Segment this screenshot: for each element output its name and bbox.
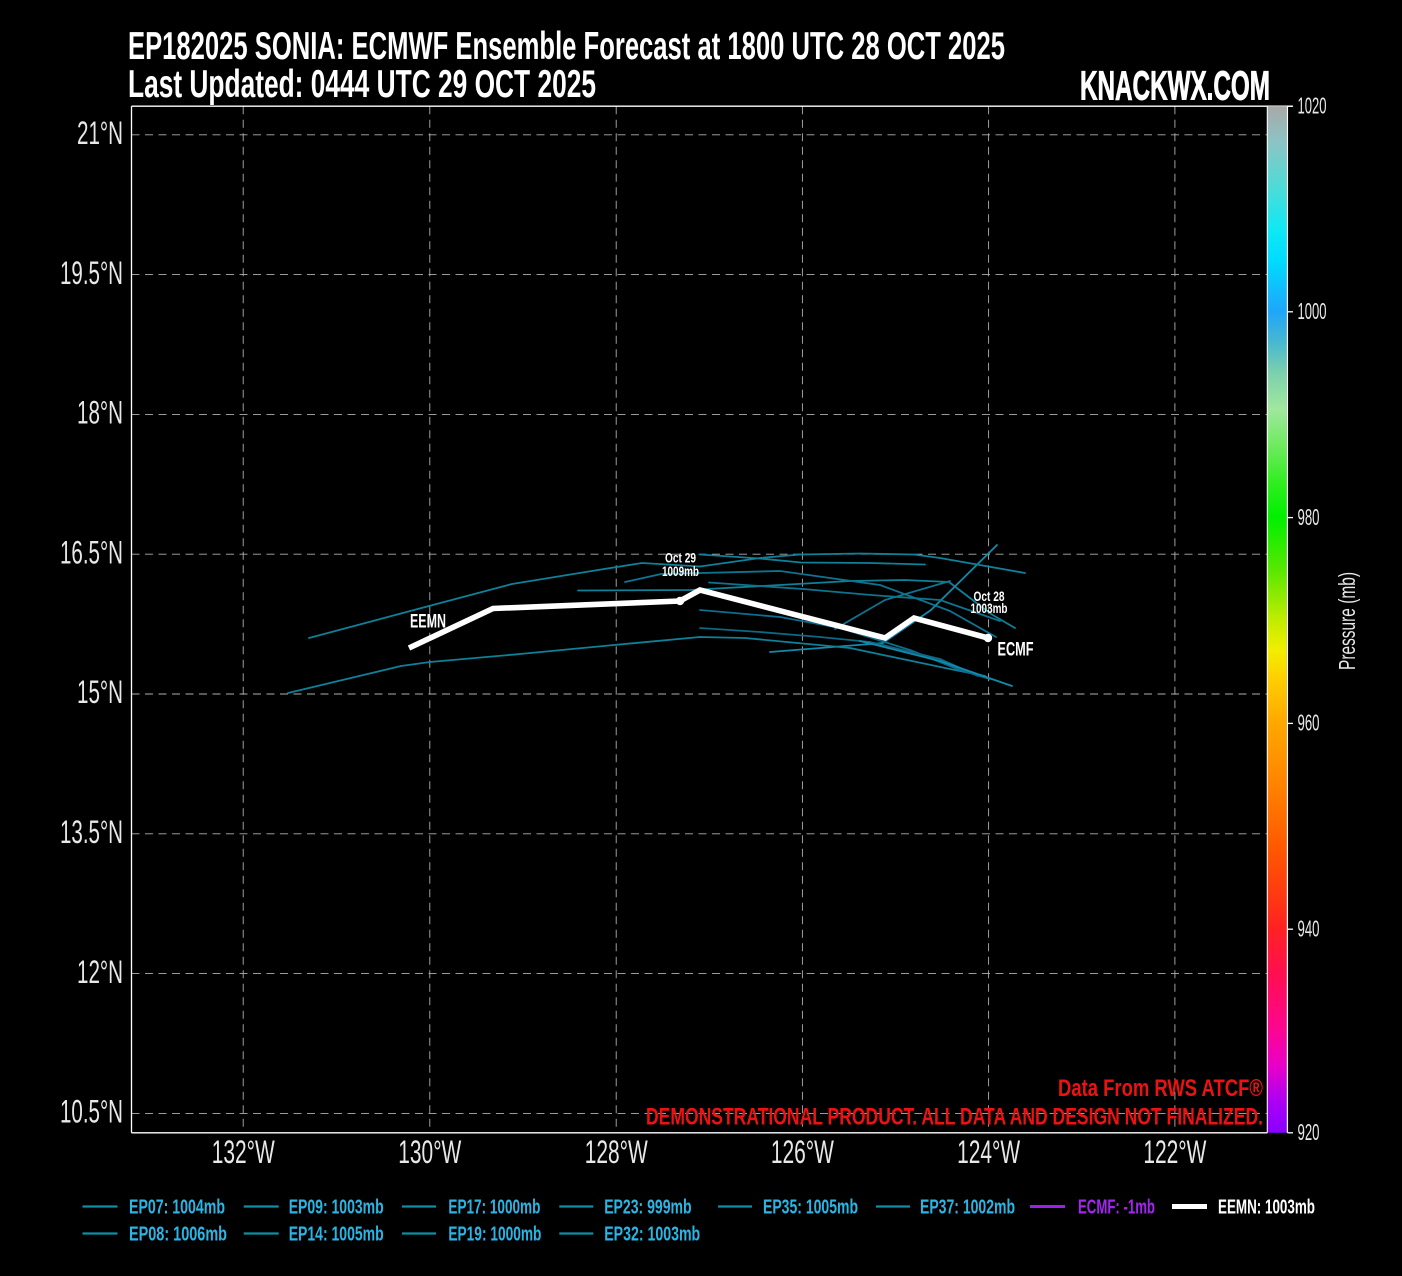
- svg-text:EP07: 1004mb: EP07: 1004mb: [129, 1197, 225, 1219]
- svg-text:122°W: 122°W: [1143, 1134, 1207, 1170]
- svg-text:940: 940: [1298, 916, 1320, 942]
- svg-text:Data From RWS ATCF®: Data From RWS ATCF®: [1058, 1075, 1263, 1102]
- svg-text:15°N: 15°N: [77, 674, 123, 710]
- svg-text:DEMONSTRATIONAL PRODUCT. ALL D: DEMONSTRATIONAL PRODUCT. ALL DATA AND DE…: [646, 1104, 1263, 1131]
- svg-text:EEMN: 1003mb: EEMN: 1003mb: [1218, 1197, 1315, 1219]
- svg-text:EP23: 999mb: EP23: 999mb: [604, 1197, 691, 1219]
- svg-text:ECMF: ECMF: [998, 640, 1034, 661]
- svg-text:EP32: 1003mb: EP32: 1003mb: [604, 1224, 700, 1246]
- svg-text:13.5°N: 13.5°N: [60, 814, 123, 850]
- svg-text:128°W: 128°W: [585, 1134, 649, 1170]
- svg-text:EP35: 1005mb: EP35: 1005mb: [763, 1197, 858, 1219]
- svg-text:12°N: 12°N: [77, 954, 123, 990]
- svg-text:16.5°N: 16.5°N: [60, 534, 123, 570]
- svg-text:Oct 29: Oct 29: [665, 551, 696, 566]
- svg-text:ECMF: -1mb: ECMF: -1mb: [1078, 1197, 1155, 1219]
- svg-text:126°W: 126°W: [771, 1134, 835, 1170]
- svg-text:EP08: 1006mb: EP08: 1006mb: [129, 1224, 227, 1246]
- svg-text:EP182025 SONIA: ECMWF Ensemble: EP182025 SONIA: ECMWF Ensemble Forecast …: [128, 25, 1005, 68]
- svg-text:EP17: 1000mb: EP17: 1000mb: [448, 1197, 540, 1219]
- svg-text:Pressure (mb): Pressure (mb): [1334, 572, 1360, 670]
- svg-text:EP37: 1002mb: EP37: 1002mb: [920, 1197, 1015, 1219]
- svg-text:1003mb: 1003mb: [971, 601, 1008, 616]
- svg-text:18°N: 18°N: [77, 395, 123, 431]
- svg-text:Oct 28: Oct 28: [974, 589, 1005, 604]
- svg-text:132°W: 132°W: [212, 1134, 276, 1170]
- svg-text:KNACKWX.COM: KNACKWX.COM: [1080, 63, 1270, 109]
- svg-text:960: 960: [1298, 710, 1320, 736]
- svg-text:10.5°N: 10.5°N: [60, 1094, 123, 1130]
- svg-text:124°W: 124°W: [957, 1134, 1021, 1170]
- svg-text:980: 980: [1298, 504, 1320, 530]
- svg-text:920: 920: [1298, 1119, 1320, 1145]
- svg-text:21°N: 21°N: [77, 115, 123, 151]
- svg-text:1009mb: 1009mb: [662, 564, 699, 579]
- svg-text:EEMN: EEMN: [410, 612, 446, 633]
- svg-text:1000: 1000: [1298, 298, 1327, 324]
- svg-text:EP09: 1003mb: EP09: 1003mb: [289, 1197, 384, 1219]
- svg-text:130°W: 130°W: [398, 1134, 462, 1170]
- svg-text:EP14: 1005mb: EP14: 1005mb: [289, 1224, 384, 1246]
- svg-text:EP19: 1000mb: EP19: 1000mb: [448, 1224, 541, 1246]
- svg-text:1020: 1020: [1298, 93, 1327, 119]
- svg-text:19.5°N: 19.5°N: [60, 255, 123, 291]
- svg-text:Last Updated: 0444 UTC 29 OCT: Last Updated: 0444 UTC 29 OCT 2025: [128, 63, 596, 106]
